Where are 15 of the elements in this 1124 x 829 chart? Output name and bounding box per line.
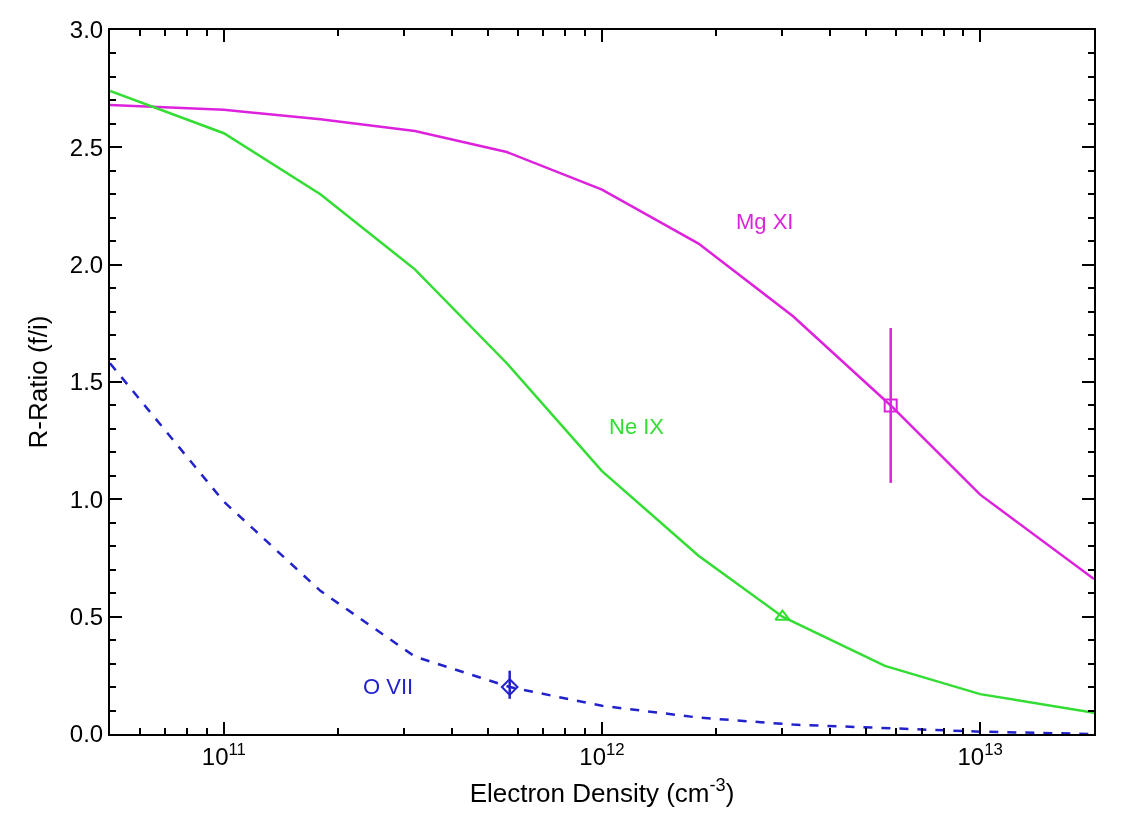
y-tick-label: 1.5: [69, 368, 104, 396]
x-axis-title: Electron Density (cm$^{-3}$): [469, 775, 735, 808]
x-tick-label: 10$^{11}$: [201, 739, 246, 770]
y-tick-label: 3.0: [69, 16, 104, 44]
y-tick-label: 2.5: [69, 133, 104, 161]
y-axis-title: R-Ratio (f/i): [22, 315, 53, 449]
y-tick-label: 0.0: [69, 720, 104, 748]
series-label: Ne IX: [609, 414, 665, 439]
y-tick-label: 1.0: [69, 485, 104, 513]
series-label: O VII: [363, 674, 414, 699]
series-label: Mg XI: [736, 209, 794, 234]
y-tick-label: 2.0: [69, 251, 104, 279]
x-tick-label: 10$^{13}$: [957, 739, 1003, 770]
y-tick-label: 0.5: [69, 603, 104, 631]
x-tick-label: 10$^{12}$: [579, 739, 625, 770]
